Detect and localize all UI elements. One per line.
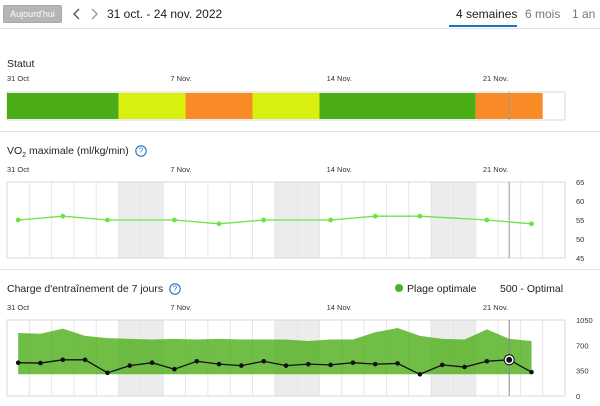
date-tick-label: 7 Nov. <box>170 74 191 83</box>
date-range-label: 31 oct. - 24 nov. 2022 <box>107 7 223 21</box>
chevron-right-icon <box>91 8 98 20</box>
vo2-help-icon[interactable]: ? <box>134 145 147 157</box>
load-legend: Plage optimale <box>395 283 476 295</box>
vo2-y-tick-label: 60 <box>576 197 584 206</box>
load-data-point <box>194 358 200 364</box>
load-data-point <box>484 358 490 364</box>
status-segment <box>319 93 476 119</box>
load-y-tick-label: 0 <box>576 392 580 401</box>
date-tick-label: 31 Oct <box>7 74 30 83</box>
date-tick-label: 21 Nov. <box>483 74 508 83</box>
svg-text:?: ? <box>138 147 143 156</box>
load-title-text: Charge d'entraînement de 7 jours <box>7 283 164 295</box>
chevron-left-icon <box>73 8 80 20</box>
status-segment <box>252 93 320 119</box>
load-data-point <box>462 364 467 370</box>
vo2-y-tick-label: 65 <box>576 178 584 187</box>
load-data-point <box>506 356 513 363</box>
load-series-line <box>18 359 532 375</box>
active-tab-indicator <box>449 25 517 27</box>
load-y-tick-label: 1050 <box>576 316 593 325</box>
vo2-data-point <box>15 217 21 223</box>
vo2-title-subscript: 2 <box>22 152 27 160</box>
vo2-section-title: VO2 maximale (ml/kg/min) ? <box>7 145 147 159</box>
vo2-y-tick-label: 55 <box>576 216 584 225</box>
tab-4-weeks[interactable]: 4 semaines <box>456 7 518 21</box>
load-data-point <box>283 363 289 368</box>
vo2-data-point <box>417 213 423 219</box>
date-tick-label: 7 Nov. <box>170 303 191 312</box>
date-tick-label: 7 Nov. <box>170 165 191 174</box>
optimal-range-band <box>18 327 532 375</box>
vo2-data-point <box>372 213 378 219</box>
toolbar: Aujourd'hui 31 oct. - 24 nov. 2022 4 sem… <box>0 0 600 30</box>
load-data-point <box>105 370 110 376</box>
load-help-icon[interactable]: ? <box>169 283 181 295</box>
status-section-title: Statut <box>7 58 35 70</box>
load-data-point <box>149 360 155 366</box>
date-tick-label: 14 Nov. <box>327 303 352 312</box>
load-data-point <box>172 366 177 372</box>
vo2-data-point <box>261 217 267 223</box>
status-segment <box>185 93 253 119</box>
plot-frame <box>6 181 566 259</box>
status-segment <box>7 93 119 119</box>
toolbar-divider <box>0 28 600 29</box>
date-tick-label: 14 Nov. <box>327 165 352 174</box>
load-data-point <box>239 363 244 368</box>
load-data-point <box>261 358 266 364</box>
load-data-point <box>328 362 333 368</box>
date-tick-label: 14 Nov. <box>327 74 352 83</box>
vo2-data-point <box>529 221 534 227</box>
vo2-data-point <box>60 213 66 219</box>
load-data-point <box>60 357 66 363</box>
tab-6-months[interactable]: 6 mois <box>525 7 561 21</box>
date-tick-label: 31 Oct <box>7 165 30 174</box>
legend-dot-icon <box>395 284 403 293</box>
load-section-title: Charge d'entraînement de 7 jours ? <box>7 283 181 295</box>
load-data-point <box>439 362 445 368</box>
vo2-data-point <box>484 217 490 223</box>
load-data-point <box>395 361 400 366</box>
svg-text:?: ? <box>173 285 178 294</box>
load-data-point <box>15 360 21 366</box>
load-y-tick-label: 700 <box>576 341 589 350</box>
vo2-y-tick-label: 50 <box>576 235 584 244</box>
legend-label: Plage optimale <box>407 283 477 295</box>
vo2-y-tick-label: 45 <box>576 254 584 263</box>
weekend-band <box>453 182 476 258</box>
vo2-title-suffix: maximale (ml/kg/min) <box>26 145 129 157</box>
load-y-tick-label: 350 <box>576 367 589 376</box>
date-tick-label: 31 Oct <box>7 303 30 312</box>
status-segment <box>118 93 186 119</box>
vo2-data-point <box>328 217 334 223</box>
load-data-point <box>417 371 423 377</box>
tab-1-year[interactable]: 1 an <box>572 7 596 21</box>
current-load-value: 500 - Optimal <box>500 283 564 295</box>
section-divider <box>0 269 600 270</box>
load-data-point <box>38 360 43 366</box>
vo2-data-point <box>105 217 110 223</box>
weekend-band <box>431 182 454 258</box>
load-data-point <box>127 363 133 368</box>
date-tick-label: 21 Nov. <box>483 303 508 312</box>
load-data-point <box>306 361 311 367</box>
plot-frame <box>6 319 566 397</box>
previous-period-button[interactable] <box>71 5 83 23</box>
load-data-point <box>82 357 88 363</box>
vo2-data-point <box>172 217 177 223</box>
load-data-point <box>350 360 356 366</box>
today-button[interactable]: Aujourd'hui <box>3 5 62 23</box>
next-period-button[interactable] <box>88 5 100 23</box>
load-data-point <box>372 361 378 367</box>
load-data-point <box>529 369 534 375</box>
section-divider <box>0 131 600 132</box>
vo2-title-prefix: VO <box>7 145 23 157</box>
vo2-data-point <box>216 221 222 227</box>
load-data-point <box>216 361 222 367</box>
date-tick-label: 21 Nov. <box>483 165 508 174</box>
